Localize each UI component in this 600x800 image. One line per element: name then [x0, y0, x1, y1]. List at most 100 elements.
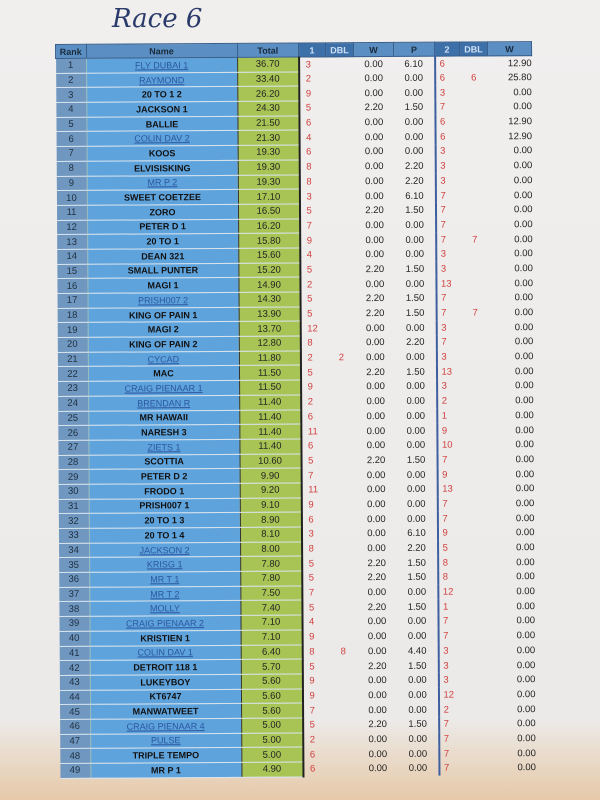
name-cell[interactable]: COLIN DAV 2: [86, 130, 238, 147]
name-cell[interactable]: PULSE: [90, 733, 242, 749]
race2-pick-cell: 2: [438, 702, 464, 718]
race1-place-cell: 0.00: [406, 395, 425, 408]
race2-dbl-cell: [460, 115, 488, 130]
race2-dbl-cell: [461, 335, 489, 350]
name-cell[interactable]: KRISG 1: [89, 556, 241, 573]
race1-place-cell: 0.00: [406, 484, 426, 496]
race1-win-cell: 0.00: [365, 249, 385, 261]
race1-dbl-cell: [327, 365, 355, 380]
name-cell[interactable]: CRAIG PIENAAR 4: [90, 718, 242, 734]
race1-dbl-cell: [326, 130, 354, 145]
race2-pick-cell: 3: [435, 173, 461, 189]
rank-cell: 38: [58, 601, 90, 617]
race1-place-cell: 6.10: [407, 528, 426, 540]
race1-pick-cell: 9: [306, 235, 313, 247]
race2-win-cell: 0.00: [515, 439, 534, 451]
race1-win-cell: 0.00: [367, 528, 386, 540]
race2-win-cell: 0.00: [513, 160, 533, 172]
race2-pick-cell: 7: [435, 217, 461, 233]
total-cell: 13.70: [238, 321, 301, 337]
total-cell: 11.40: [239, 394, 301, 410]
name-cell[interactable]: MR T 2: [89, 586, 241, 602]
race1-place-cell: 0.00: [405, 249, 425, 261]
race1-dbl-cell: [329, 629, 357, 644]
race1-pick-cell: 5: [305, 102, 312, 114]
race1-dbl-cell: [327, 248, 355, 263]
race1-win-cell: 2.20: [366, 454, 386, 467]
race2-pick-cell: 7: [436, 291, 462, 306]
race2-pick-cell: 9: [437, 526, 463, 541]
race2-dbl-cell: [460, 85, 488, 100]
total-cell: 13.90: [238, 306, 301, 322]
race2-win-cell: 0.00: [513, 145, 533, 157]
race2-dbl-cell: [463, 585, 491, 600]
race1-dbl-cell: [328, 424, 356, 439]
race1-pick-cell: 7: [308, 470, 314, 482]
race2-pick-cell: 6: [434, 56, 460, 71]
name-cell[interactable]: BRENDAN R: [88, 395, 240, 411]
race1-pick-cell: 2: [307, 396, 314, 408]
race1-win-cell: 0.00: [366, 396, 385, 408]
rank-cell: 31: [58, 498, 89, 514]
race2-dbl-cell: [461, 364, 489, 379]
race1-pick-cell: 5: [309, 660, 315, 672]
race2-dbl-cell: [461, 261, 489, 276]
rank-cell: 3: [55, 87, 87, 103]
name-cell: KRISTIEN 1: [89, 630, 241, 646]
name-cell[interactable]: CRAIG PIENAAR 1: [88, 380, 240, 397]
name-cell[interactable]: CYCAD: [87, 351, 239, 367]
name-cell[interactable]: JACKSON 2: [89, 542, 241, 558]
total-cell: 21.50: [237, 115, 300, 131]
race2-pick-cell: 3: [435, 158, 461, 174]
name-cell[interactable]: FLY DUBAI 1: [86, 57, 238, 73]
race1-pick-cell: 9: [308, 499, 314, 511]
race1-win-cell: 2.20: [365, 308, 385, 320]
race2-dbl-cell: [460, 188, 488, 203]
race2-pick-cell: 10: [436, 437, 463, 453]
race1-place-cell: 0.00: [407, 513, 426, 525]
race2-win-cell: 0.00: [515, 483, 535, 495]
race2-win-cell: 0.00: [514, 365, 534, 377]
name-cell[interactable]: MR P 2: [86, 174, 238, 191]
race1-place-cell: 1.50: [407, 557, 426, 569]
race2-win-cell: 0.00: [514, 248, 533, 260]
race1-place-cell: 0.00: [407, 630, 427, 643]
race2-pick-cell: 3: [435, 246, 461, 262]
race1-pick-cell: 11: [308, 484, 319, 496]
race1-win-cell: 2.20: [365, 293, 385, 305]
race1-dbl-cell: [326, 204, 354, 219]
race1-dbl-cell: [330, 747, 358, 762]
race2-win-cell: 0.00: [516, 674, 536, 686]
name-cell[interactable]: MR T 1: [89, 571, 241, 588]
name-cell[interactable]: COLIN DAV 1: [89, 644, 241, 661]
total-cell: 17.10: [237, 189, 300, 205]
race2-win-cell: 0.00: [515, 527, 535, 539]
rank-cell: 6: [56, 131, 87, 147]
name-cell: KING OF PAIN 2: [87, 336, 239, 353]
race2-dbl-cell: [464, 746, 492, 761]
rank-cell: 39: [58, 616, 90, 632]
name-cell[interactable]: MOLLY: [89, 600, 241, 617]
name-cell[interactable]: RAYMOND: [86, 72, 238, 88]
rank-cell: 49: [59, 763, 91, 779]
race2-dbl-cell: [461, 320, 489, 335]
total-cell: 7.80: [240, 556, 302, 572]
name-cell[interactable]: CRAIG PIENAAR 2: [89, 615, 241, 632]
header-dbl2: DBL: [459, 41, 488, 57]
race1-win-cell: 0.00: [368, 689, 387, 702]
name-cell[interactable]: PRISH007 2: [87, 292, 239, 308]
race2-dbl-cell: [462, 452, 490, 467]
race2-win-cell: 0.00: [514, 321, 534, 333]
total-cell: 6.40: [240, 644, 303, 660]
race2-dbl-cell: [460, 144, 488, 159]
header-dbl1: DBL: [325, 42, 354, 57]
race1-dbl-cell: [329, 556, 357, 571]
total-cell: 11.40: [239, 438, 302, 454]
race2-win-cell: 0.00: [514, 307, 534, 319]
race1-dbl-cell: [330, 718, 358, 733]
name-cell[interactable]: ZIETS 1: [88, 439, 240, 455]
rank-cell: 36: [58, 572, 90, 588]
race1-pick-cell: 9: [309, 631, 315, 643]
race1-place-cell: 6.10: [404, 58, 423, 70]
rank-cell: 18: [57, 307, 88, 323]
